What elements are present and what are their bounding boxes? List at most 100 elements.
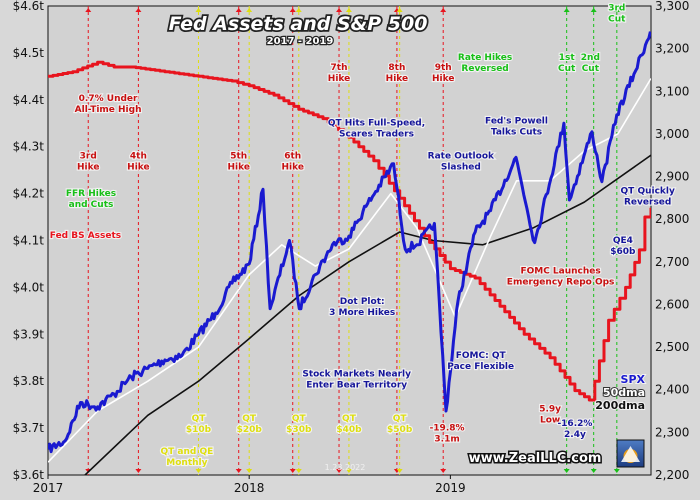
annotation-label: -16.2% xyxy=(557,419,592,429)
chart-subtitle: 2017 - 2019 xyxy=(267,36,334,47)
annotation-label: QT xyxy=(192,414,207,424)
annotation-label: Hike xyxy=(227,162,249,172)
annotation-label: QT xyxy=(242,414,257,424)
annotation-label: $10b xyxy=(186,425,212,435)
annotation-label: Hike xyxy=(432,74,454,84)
annotation-label: Stock Markets Nearly xyxy=(302,370,411,380)
annotation-label: Pace Flexible xyxy=(447,362,514,372)
hike-marker-top xyxy=(85,8,92,12)
cut-marker-bottom xyxy=(563,469,570,473)
y-right-tick-label: 3,300 xyxy=(655,0,689,13)
annotation-label: Reversed xyxy=(624,198,671,208)
annotation-label: $60b xyxy=(610,247,636,257)
hike-marker-top xyxy=(289,8,296,12)
y-right-tick-label: 2,700 xyxy=(655,255,689,269)
y-left-tick-label: $3.9t xyxy=(13,327,45,341)
watermark-url: www.ZealLLC.com xyxy=(469,451,602,466)
annotation-label: Scares Traders xyxy=(339,130,414,140)
annotation-label: and Cuts xyxy=(69,200,114,210)
annotation-label: Fed BS Assets xyxy=(50,231,121,241)
annotation-label: Monthly xyxy=(166,458,207,468)
annotation-label: 3 More Hikes xyxy=(329,308,395,318)
y-left-tick-label: $4.2t xyxy=(13,187,45,201)
annotation-label: Low xyxy=(540,416,560,426)
y-right-tick-label: 3,100 xyxy=(655,84,689,98)
y-left-tick-label: $3.8t xyxy=(13,374,45,388)
annotation-label: 2.4y xyxy=(564,430,586,440)
annotation-label: Hike xyxy=(77,162,99,172)
annotation-label: 3rd xyxy=(80,151,97,161)
annotation-label: Emergency Repo Ops xyxy=(507,277,615,287)
x-tick-label: 2019 xyxy=(435,481,466,495)
annotation-label: FOMC Launches xyxy=(520,266,600,276)
hike-marker-top xyxy=(135,8,142,12)
annotation-label: 8th xyxy=(388,63,405,73)
qt-marker-bottom xyxy=(195,469,202,473)
annotation-label: 5.9y xyxy=(539,405,561,415)
annotation-label: FOMC: QT xyxy=(456,351,507,361)
y-left-tick-label: $4.5t xyxy=(13,46,45,60)
y-left-tick-label: $4.0t xyxy=(13,280,45,294)
hike-marker-bottom xyxy=(135,469,142,473)
annotation-label: QT xyxy=(342,414,357,424)
annotation-label: 7th xyxy=(331,63,348,73)
annotation-label: Cut xyxy=(558,64,576,74)
annotation-label: QT Hits Full-Speed, xyxy=(328,119,425,129)
annotation-label: Hike xyxy=(281,162,303,172)
annotation-label: $20b xyxy=(237,425,263,435)
y-right-tick-label: 2,800 xyxy=(655,212,689,226)
y-right-tick-label: 2,400 xyxy=(655,383,689,397)
annotation-label: 0.7% Under xyxy=(79,94,138,104)
annotation-label: QE4 xyxy=(613,236,633,246)
annotation-label: QT xyxy=(393,414,408,424)
annotation-label: Slashed xyxy=(441,162,481,172)
annotation-label: Rate Hikes xyxy=(458,53,512,63)
legend-label: 50dma xyxy=(603,386,645,399)
qt-marker-top xyxy=(195,8,202,12)
cut-marker-top xyxy=(563,8,570,12)
annotation-label: 1st xyxy=(559,53,576,63)
y-right-tick-label: 3,200 xyxy=(655,42,689,56)
annotation-label: Hike xyxy=(328,74,350,84)
annotation-label: 9th xyxy=(435,63,452,73)
annotation-label: QT xyxy=(292,414,307,424)
y-left-tick-label: $3.6t xyxy=(13,468,45,482)
annotation-label: Rate Outlook xyxy=(428,151,495,161)
chart-title: Fed Assets and S&P 500 xyxy=(169,13,428,35)
annotation-label: 3.1m xyxy=(434,434,459,444)
y-right-tick-label: 2,500 xyxy=(655,340,689,354)
qt-marker-top xyxy=(345,8,352,12)
annotation-label: Cut xyxy=(608,15,626,25)
cut-marker-bottom xyxy=(590,469,597,473)
plot-area xyxy=(47,5,652,476)
y-right-tick-label: 2,900 xyxy=(655,170,689,184)
annotation-label: 5th xyxy=(230,151,247,161)
cut-marker-top xyxy=(613,8,620,12)
qt-marker-bottom xyxy=(295,469,302,473)
cut-marker-top xyxy=(590,8,597,12)
series-50dma xyxy=(48,78,651,463)
annotation-label: $40b xyxy=(336,425,362,435)
y-right-tick-label: 3,000 xyxy=(655,127,689,141)
y-left-tick-label: $4.1t xyxy=(13,234,45,248)
qt-marker-top xyxy=(396,8,403,12)
hike-marker-top xyxy=(235,8,242,12)
x-tick-label: 2017 xyxy=(33,481,64,495)
qt-marker-bottom xyxy=(396,469,403,473)
legend-label: SPX xyxy=(621,373,646,386)
annotation-label: -19.8% xyxy=(430,423,465,433)
hike-marker-bottom xyxy=(336,469,343,473)
series-fed-bs-assets xyxy=(48,60,651,402)
series-200dma xyxy=(83,154,651,475)
annotation-label: Talks Cuts xyxy=(491,127,542,137)
qt-marker-bottom xyxy=(345,469,352,473)
annotation-label: Enter Bear Territory xyxy=(306,381,407,391)
y-left-tick-label: $4.4t xyxy=(13,93,45,107)
annotation-label: Cut xyxy=(582,64,600,74)
cut-marker-bottom xyxy=(613,469,620,473)
qt-marker-bottom xyxy=(246,469,253,473)
hike-marker-bottom xyxy=(235,469,242,473)
hike-marker-top xyxy=(440,8,447,12)
y-right-tick-label: 2,200 xyxy=(655,468,689,482)
